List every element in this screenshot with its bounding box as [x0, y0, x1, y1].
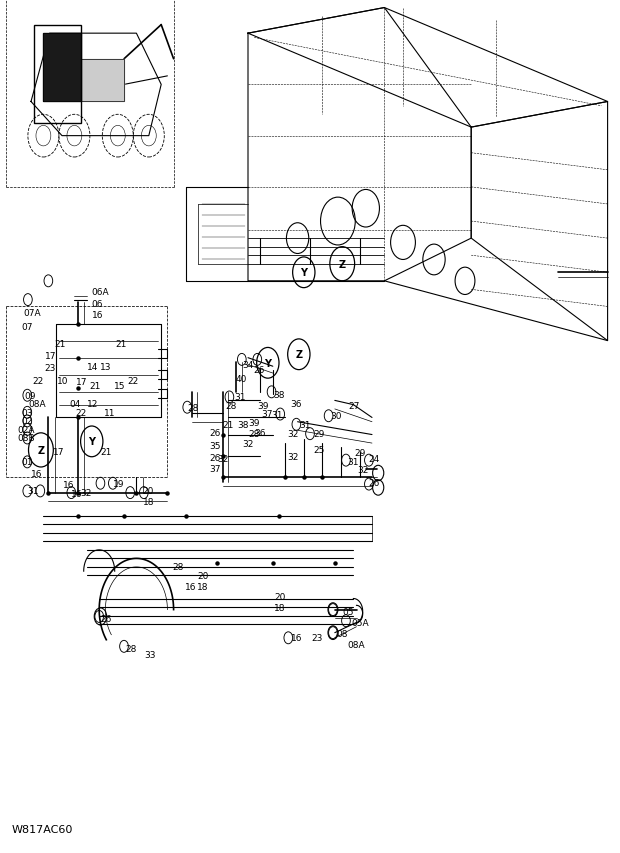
Text: 26: 26 [210, 429, 221, 438]
Text: 29: 29 [355, 449, 366, 457]
Text: 23: 23 [45, 364, 56, 373]
Text: 16: 16 [185, 583, 197, 591]
Text: 08A: 08A [29, 400, 46, 409]
Text: 20: 20 [143, 486, 154, 495]
Text: Z: Z [339, 259, 346, 270]
Text: 28: 28 [172, 563, 184, 572]
Text: 22: 22 [76, 409, 87, 417]
Text: 23: 23 [311, 634, 322, 642]
Text: 32: 32 [217, 455, 228, 463]
Text: 17: 17 [76, 378, 87, 386]
Text: 20: 20 [274, 593, 285, 601]
Text: 04: 04 [69, 400, 81, 409]
Text: 28: 28 [187, 403, 198, 412]
Text: 36: 36 [254, 429, 266, 438]
Text: 28: 28 [125, 644, 136, 653]
Text: 15: 15 [113, 381, 125, 390]
Text: 32: 32 [288, 453, 299, 461]
Text: 17: 17 [53, 448, 65, 456]
Text: 07: 07 [22, 322, 33, 331]
Text: 21: 21 [55, 339, 66, 348]
Text: 26: 26 [210, 454, 221, 462]
Text: 05A: 05A [351, 618, 368, 627]
Text: 37: 37 [262, 409, 273, 418]
Text: 37: 37 [210, 465, 221, 473]
Text: 38: 38 [273, 391, 285, 399]
Text: 18: 18 [197, 583, 209, 591]
Text: 02A: 02A [17, 426, 35, 434]
Text: 31: 31 [27, 487, 39, 496]
Text: 18: 18 [274, 604, 286, 612]
Text: 35: 35 [210, 442, 221, 450]
Text: Z: Z [295, 350, 303, 360]
Text: 16: 16 [63, 480, 75, 489]
Text: 22: 22 [32, 377, 43, 386]
Text: 13: 13 [100, 363, 112, 371]
Text: 21: 21 [222, 421, 233, 429]
Text: 18: 18 [143, 497, 154, 506]
Text: 31: 31 [299, 421, 311, 429]
Text: 06A: 06A [92, 287, 109, 296]
Text: Y: Y [88, 437, 95, 447]
Text: Z: Z [37, 445, 45, 456]
Text: 31: 31 [234, 393, 246, 402]
Text: 08B: 08B [17, 434, 35, 443]
Text: 21: 21 [100, 448, 112, 456]
Text: 05: 05 [342, 607, 354, 616]
Bar [34, 26, 81, 124]
Text: 38: 38 [237, 421, 249, 429]
Text: 25: 25 [313, 446, 324, 455]
Text: 39: 39 [248, 419, 260, 427]
Text: 10: 10 [57, 377, 69, 386]
Text: 21: 21 [115, 339, 126, 348]
Text: 16: 16 [92, 311, 104, 320]
Text: 36: 36 [290, 400, 302, 409]
Polygon shape [81, 60, 124, 102]
Text: 31: 31 [272, 410, 283, 419]
Text: 16: 16 [291, 634, 303, 642]
Text: 19: 19 [113, 479, 125, 488]
Text: 32: 32 [288, 430, 299, 438]
Text: 29: 29 [313, 430, 324, 438]
Text: 22: 22 [127, 377, 138, 386]
Text: 32: 32 [357, 466, 368, 474]
Text: 01: 01 [21, 458, 33, 467]
Text: 14: 14 [87, 363, 98, 371]
Text: 26: 26 [368, 479, 379, 487]
Text: 31: 31 [347, 457, 359, 466]
Text: 28: 28 [226, 402, 237, 410]
Text: 28: 28 [248, 430, 259, 438]
Text: 34: 34 [242, 361, 253, 369]
Text: 03: 03 [21, 409, 33, 417]
Polygon shape [43, 34, 81, 102]
Text: 07A: 07A [24, 309, 41, 317]
Text: 21: 21 [89, 382, 100, 391]
Text: Y: Y [264, 358, 272, 368]
Text: 32: 32 [81, 489, 92, 497]
Text: 39: 39 [257, 402, 269, 410]
Text: 17: 17 [45, 352, 56, 361]
Text: 16: 16 [71, 490, 82, 498]
Text: 26: 26 [253, 366, 264, 374]
Text: 12: 12 [87, 400, 98, 409]
Text: Y: Y [300, 268, 308, 278]
Text: 16: 16 [31, 470, 43, 479]
Text: 08A: 08A [347, 641, 365, 649]
Text: 33: 33 [144, 650, 156, 659]
Text: 11: 11 [104, 409, 116, 417]
Text: 30: 30 [330, 412, 342, 421]
Text: 20: 20 [197, 572, 208, 580]
Text: 32: 32 [242, 440, 253, 449]
Text: 27: 27 [348, 402, 360, 410]
Text: 06: 06 [92, 299, 104, 308]
Text: 26: 26 [100, 614, 112, 623]
Text: W817AC60: W817AC60 [11, 824, 73, 834]
Text: 40: 40 [236, 374, 247, 383]
Text: 24: 24 [368, 455, 379, 463]
Text: 09: 09 [25, 392, 37, 400]
Text: 08: 08 [336, 630, 348, 638]
Text: 02: 02 [21, 417, 32, 426]
